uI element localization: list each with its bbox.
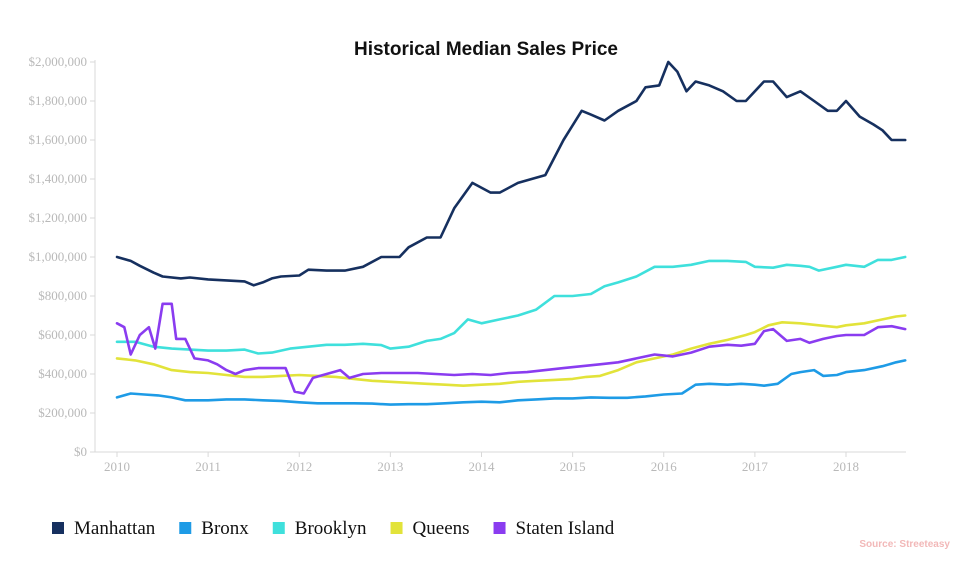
legend-label-staten-island: Staten Island <box>516 518 615 539</box>
legend-swatch-staten-island <box>493 522 506 534</box>
x-tick-label: 2010 <box>104 459 130 474</box>
y-tick-label: $1,800,000 <box>29 93 88 108</box>
y-tick-label: $600,000 <box>38 327 87 342</box>
y-tick-label: $2,000,000 <box>29 54 88 69</box>
x-tick-label: 2013 <box>377 459 403 474</box>
y-tick-label: $1,000,000 <box>29 249 88 264</box>
y-tick-label: $1,600,000 <box>29 132 88 147</box>
y-tick-label: $800,000 <box>38 288 87 303</box>
series-line-brooklyn <box>115 255 907 355</box>
x-tick-label: 2016 <box>651 459 678 474</box>
x-tick-label: 2017 <box>742 459 769 474</box>
y-tick-label: $0 <box>74 444 87 459</box>
source-note: Source: Streeteasy <box>859 539 950 550</box>
legend-swatch-bronx <box>179 522 192 534</box>
series-line-staten-island <box>115 302 907 395</box>
legend-swatch-queens <box>390 522 403 534</box>
x-tick-label: 2018 <box>833 459 859 474</box>
legend-label-manhattan: Manhattan <box>74 518 156 539</box>
chart-title: Historical Median Sales Price <box>354 39 618 60</box>
legend-swatch-manhattan <box>52 522 64 534</box>
x-tick-label: 2011 <box>195 459 221 474</box>
legend-label-queens: Queens <box>413 518 470 539</box>
series-lines <box>115 60 907 406</box>
legend-label-bronx: Bronx <box>201 518 249 539</box>
x-tick-label: 2015 <box>560 459 586 474</box>
x-axis-ticks: 2010 2011 2012 2013 2014 2015 2016 2017 2018 <box>104 452 859 474</box>
x-tick-label: 2012 <box>286 459 312 474</box>
y-tick-label: $200,000 <box>38 405 87 420</box>
y-tick-label: $1,200,000 <box>29 210 88 225</box>
y-tick-label: $1,400,000 <box>29 171 88 186</box>
y-axis-ticks: $0 $200,000 $400,000 $600,000 $800,000 $1,000… <box>29 54 95 459</box>
legend: Manhattan Bronx Brooklyn Queens Staten Islan… <box>52 518 615 539</box>
legend-label-brooklyn: Brooklyn <box>295 518 367 539</box>
series-line-manhattan <box>115 60 907 287</box>
series-line-bronx <box>115 359 907 406</box>
y-tick-label: $400,000 <box>38 366 87 381</box>
series-line-queens <box>115 314 907 388</box>
x-tick-label: 2014 <box>469 459 496 474</box>
legend-swatch-brooklyn <box>272 522 285 534</box>
